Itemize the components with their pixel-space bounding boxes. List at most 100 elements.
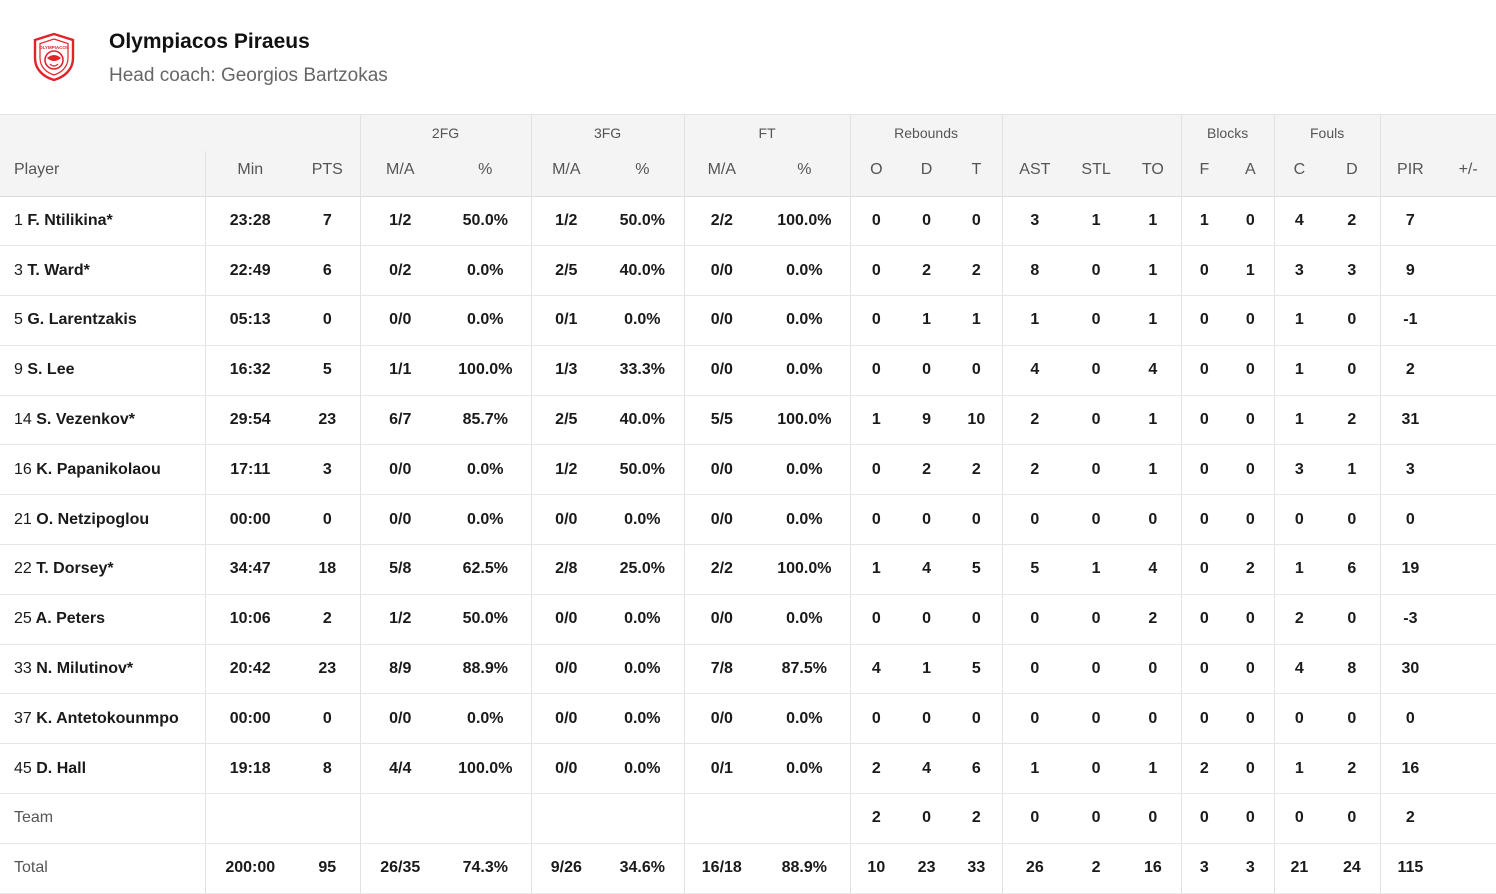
stat-reb-t: 2 [951, 245, 1003, 297]
col-header-ast[interactable]: AST [1001, 151, 1068, 196]
stat-stl: 0 [1067, 345, 1126, 396]
player-number: 5 [14, 311, 23, 329]
col-header-reb-o[interactable]: O [849, 151, 903, 196]
stat-min [204, 793, 295, 844]
col-header-blk-f[interactable]: F [1180, 151, 1228, 196]
stat-reb-d: 0 [902, 345, 952, 396]
stat-fouls-c: 3 [1273, 245, 1325, 297]
player-name-link[interactable]: F. Ntilikina* [27, 211, 113, 229]
stat-ft-pct: 0.0% [759, 345, 851, 396]
col-header-fouls-c[interactable]: C [1273, 151, 1325, 196]
stat-blk-a: 0 [1227, 793, 1275, 844]
col-header-min[interactable]: Min [204, 151, 295, 196]
col-header-blk-a[interactable]: A [1227, 151, 1275, 196]
stat-pts: 0 [295, 494, 361, 546]
col-header-to[interactable]: TO [1125, 151, 1182, 196]
player-name-link[interactable]: S. Lee [27, 361, 75, 379]
col-header-plus-minus[interactable]: +/- [1440, 151, 1496, 196]
stat-min: 17:11 [204, 444, 295, 496]
stat-ft-pct: 87.5% [759, 644, 851, 695]
col-header-3fg-pct[interactable]: % [601, 151, 685, 196]
stat-fouls-c: 0 [1273, 793, 1325, 844]
stat-fouls-d: 1 [1324, 444, 1381, 496]
stat-reb-o: 0 [849, 494, 903, 546]
stat-ft-ma: 0/1 [683, 743, 760, 795]
stat-fouls-c: 1 [1273, 743, 1325, 795]
stat-3fg-pct: 40.0% [601, 245, 685, 297]
col-header-ft-ma[interactable]: M/A [683, 151, 760, 196]
player-name-link[interactable]: K. Papanikolaou [36, 460, 161, 478]
player-number: 45 [14, 759, 32, 777]
stat-stl: 0 [1067, 494, 1126, 546]
stat-min: 00:00 [204, 494, 295, 546]
player-name-link[interactable]: G. Larentzakis [27, 311, 137, 329]
stat-pts: 0 [295, 693, 361, 745]
stat-pts: 5 [295, 345, 361, 396]
stat-reb-d: 1 [902, 644, 952, 695]
player-name-link[interactable]: S. Vezenkov* [36, 411, 135, 429]
player-name-link[interactable]: O. Netzipoglou [36, 510, 150, 528]
col-header-fouls-d[interactable]: D [1324, 151, 1381, 196]
stat-ft-ma [683, 793, 760, 844]
player-name-link[interactable]: T. Dorsey* [36, 560, 114, 578]
stat-reb-t: 0 [951, 494, 1003, 546]
col-header-reb-d[interactable]: D [902, 151, 952, 196]
player-cell: 21 O. Netzipoglou [0, 494, 205, 546]
col-header-stl[interactable]: STL [1067, 151, 1126, 196]
stat-2fg-ma: 0/0 [359, 494, 441, 546]
stat-3fg-ma: 1/2 [530, 196, 602, 247]
stat-fouls-d: 6 [1324, 544, 1381, 595]
table-row: 45 D. Hall 19:18 8 4/4 100.0% 0/0 0.0% 0/1 0.0% 2… [0, 743, 1496, 795]
stat-to: 1 [1125, 245, 1182, 297]
col-header-3fg-ma[interactable]: M/A [530, 151, 602, 196]
stat-2fg-pct: 50.0% [440, 594, 532, 645]
stat-3fg-ma: 0/0 [530, 644, 602, 695]
stat-fouls-d: 0 [1324, 793, 1381, 844]
col-header-2fg-ma[interactable]: M/A [359, 151, 441, 196]
stat-ft-ma: 0/0 [683, 245, 760, 297]
stat-ft-ma: 0/0 [683, 594, 760, 645]
stat-3fg-ma [530, 793, 602, 844]
table-row: 3 T. Ward* 22:49 6 0/2 0.0% 2/5 40.0% 0/0 0.0% 0 2… [0, 245, 1496, 297]
stat-ast: 3 [1001, 196, 1068, 247]
boxscore-body: 1 F. Ntilikina* 23:28 7 1/2 50.0% 1/2 50.0% 2/2… [0, 196, 1496, 894]
col-header-pir[interactable]: PIR [1379, 151, 1441, 196]
stat-fouls-c: 0 [1273, 693, 1325, 745]
player-name-link[interactable]: N. Milutinov* [36, 660, 134, 678]
stat-blk-f: 0 [1180, 594, 1228, 645]
player-name-link[interactable]: D. Hall [36, 759, 87, 777]
stat-3fg-ma: 2/5 [530, 245, 602, 297]
team-row: Team 2 0 2 0 0 0 0 0 0 0 2 [0, 793, 1496, 844]
player-name-link[interactable]: K. Antetokounmpo [36, 709, 179, 727]
col-header-reb-t[interactable]: T [951, 151, 1003, 196]
stat-pir: 115 [1379, 843, 1441, 894]
stat-fouls-d: 2 [1324, 743, 1381, 795]
stat-reb-t: 5 [951, 544, 1003, 595]
player-name-link[interactable]: A. Peters [35, 610, 106, 628]
stat-stl: 0 [1067, 644, 1126, 695]
col-header-player[interactable]: Player [0, 151, 205, 196]
stat-3fg-pct: 50.0% [601, 196, 685, 247]
stat-reb-o: 0 [849, 444, 903, 496]
table-row: 9 S. Lee 16:32 5 1/1 100.0% 1/3 33.3% 0/0 0.0% 0 0… [0, 345, 1496, 396]
stat-min: 29:54 [204, 395, 295, 446]
stat-2fg-ma: 0/0 [359, 693, 441, 745]
stat-fouls-d: 0 [1324, 693, 1381, 745]
stat-ft-ma: 5/5 [683, 395, 760, 446]
stat-2fg-ma: 1/2 [359, 594, 441, 645]
stat-reb-o: 1 [849, 395, 903, 446]
stat-3fg-ma: 2/5 [530, 395, 602, 446]
stat-pir: 2 [1379, 793, 1441, 844]
col-header-pts[interactable]: PTS [295, 151, 361, 196]
column-group-row: 2FG 3FG FT Rebounds Blocks Fouls [0, 115, 1496, 151]
stat-reb-o: 0 [849, 594, 903, 645]
stat-plus-minus [1440, 196, 1496, 247]
player-name-link[interactable]: T. Ward* [27, 261, 90, 279]
stat-ast: 0 [1001, 494, 1068, 546]
stat-reb-o: 2 [849, 793, 903, 844]
stat-stl: 0 [1067, 594, 1126, 645]
col-header-ft-pct[interactable]: % [759, 151, 851, 196]
stat-blk-a: 0 [1227, 395, 1275, 446]
col-header-2fg-pct[interactable]: % [440, 151, 532, 196]
team-name: Olympiacos Piraeus [109, 30, 310, 53]
